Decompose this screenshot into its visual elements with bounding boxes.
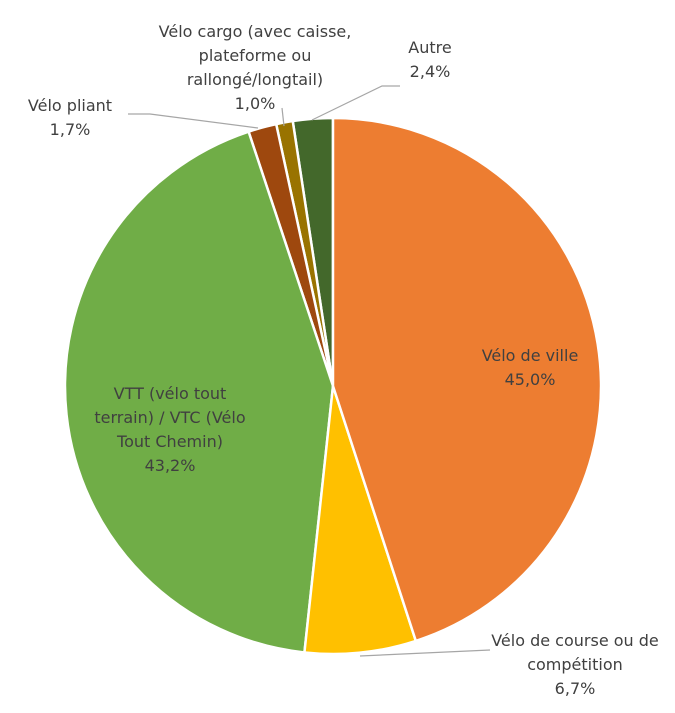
slice-label: Vélo de ville 45,0% [445,344,615,392]
leader-line [311,85,400,121]
value-label: 6,7% [554,679,596,698]
leader-line [281,107,285,127]
category-name: Autre [408,38,452,57]
slice-label: Vélo cargo (avec caisse, plateforme ou r… [145,20,365,116]
pie-slice [331,116,603,643]
slice-label: Vélo pliant 1,7% [5,94,135,142]
leader-lines [128,85,491,657]
pie-slice [303,385,418,656]
category-name: VTT (vélo tout terrain) / VTC (Vélo Tout… [94,384,246,451]
value-label: 1,0% [234,94,276,113]
value-label: 2,4% [409,62,451,81]
pie-slice [63,130,335,654]
leader-line [128,113,259,129]
slice-label: Autre 2,4% [390,36,470,84]
category-name: Vélo cargo (avec caisse, plateforme ou r… [158,22,352,89]
slice-label: VTT (vélo tout terrain) / VTC (Vélo Tout… [90,382,250,478]
value-label: 1,7% [49,120,91,139]
value-label: 43,2% [144,456,196,475]
category-name: Vélo de ville [481,346,579,365]
category-name: Vélo de course ou de compétition [491,631,659,674]
slice-label: Vélo de course ou de compétition 6,7% [480,629,670,701]
leader-line [359,649,491,657]
value-label: 45,0% [504,370,556,389]
category-name: Vélo pliant [27,96,113,115]
